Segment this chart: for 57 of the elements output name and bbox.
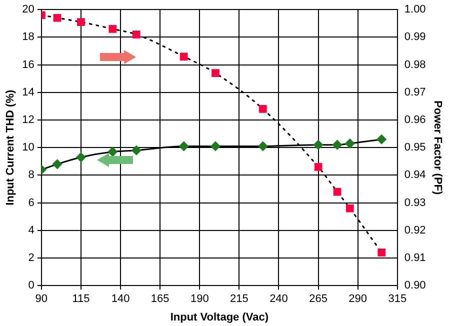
x-tick-label: 165 [150,293,170,306]
y-tick-label: 18 [22,31,34,44]
y-tick-label: 0 [28,280,34,292]
x-tick-label: 90 [35,293,48,306]
point [378,248,386,256]
y2-tick-label: 0.90 [404,280,426,292]
point [179,141,189,151]
point [376,134,386,144]
point [346,204,354,212]
y2-tick-label: 1.00 [404,4,426,16]
y-tick-label: 14 [22,86,34,98]
x-tick-label: 240 [270,293,288,306]
point [314,140,324,150]
y2-tick-label: 0.95 [404,142,426,154]
y-tick-label: 10 [22,142,34,154]
x-tick-label: 215 [230,293,248,306]
point [332,140,342,150]
point [108,146,118,156]
y2-tick-label: 0.98 [404,58,426,71]
point [258,141,268,151]
point [53,14,62,22]
y-tick-label: 8 [28,169,34,182]
point [345,138,355,148]
point [76,152,86,162]
point [132,146,142,156]
x-tick-label: 265 [309,293,328,306]
point [210,141,220,151]
y-tick-label: 16 [22,58,34,71]
y2-tick-label: 0.91 [404,252,426,264]
y-axis-title: Input Current THD (%) [4,90,17,206]
y2-tick-label: 0.99 [404,31,426,44]
point [52,159,62,169]
point [212,69,220,78]
x-tick-label: 140 [111,293,130,306]
y-tick-label: 20 [22,4,34,16]
point [333,188,342,196]
point [180,52,188,60]
y-tick-label: 4 [28,224,34,236]
point [77,18,85,26]
point [108,24,117,33]
point [314,162,322,171]
y2-tick-label: 0.92 [404,224,426,236]
y2-tick-label: 0.93 [404,196,426,209]
point [258,105,267,113]
y2-tick-label: 0.94 [404,169,426,182]
y2-axis-title: Power Factor (PF) [431,100,444,195]
y2-tick-label: 0.97 [404,86,426,98]
x-axis-title: Input Voltage (Vac) [170,311,269,324]
x-tick-label: 190 [190,293,209,306]
x-tick-label: 290 [348,293,368,306]
y-tick-label: 12 [22,114,34,126]
y-tick-label: 6 [28,196,34,209]
x-tick-label: 115 [72,293,90,306]
x-tick-label: 315 [388,293,407,306]
y-tick-label: 2 [28,252,34,264]
y2-tick-label: 0.96 [404,114,426,126]
point [132,30,140,38]
